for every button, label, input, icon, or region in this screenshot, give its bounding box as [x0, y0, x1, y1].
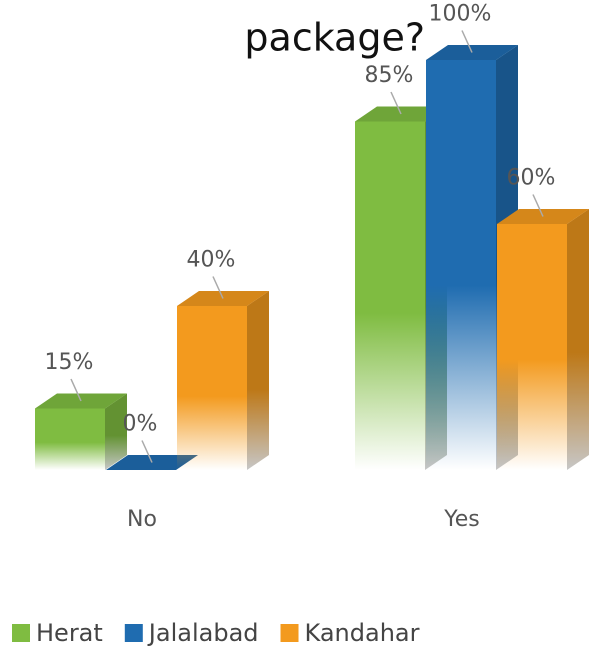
legend-swatch	[280, 624, 299, 642]
chart-title: package?	[244, 16, 425, 60]
bar	[497, 224, 567, 470]
bar	[426, 60, 496, 470]
leader-line	[212, 276, 224, 299]
leader-line	[141, 440, 153, 463]
legend-swatch	[12, 624, 30, 642]
legend-label: Herat	[36, 619, 103, 646]
data-label: 85%	[365, 63, 414, 88]
bar-side-shade	[105, 393, 127, 470]
bar-side	[567, 209, 589, 470]
data-label: 0%	[123, 412, 158, 437]
x-tick-label: Yes	[443, 507, 480, 532]
bar	[35, 408, 105, 470]
bar-side-shade	[567, 209, 589, 470]
data-label: 40%	[187, 248, 236, 273]
data-label: 100%	[429, 2, 492, 27]
bar-side	[105, 393, 127, 470]
bar-side-shade	[247, 291, 269, 470]
legend-label: Jalalabad	[147, 619, 259, 646]
data-label: 60%	[507, 166, 556, 191]
legend-swatch	[124, 624, 143, 642]
legend-label: Kandahar	[305, 619, 420, 646]
leader-line	[390, 91, 402, 115]
bar	[177, 306, 247, 470]
bar-side	[247, 291, 269, 470]
bar	[355, 121, 425, 470]
data-label: 15%	[45, 350, 94, 375]
leader-line	[461, 30, 473, 53]
leader-line	[532, 194, 544, 217]
x-tick-label: No	[127, 507, 157, 532]
leader-line	[70, 378, 82, 402]
